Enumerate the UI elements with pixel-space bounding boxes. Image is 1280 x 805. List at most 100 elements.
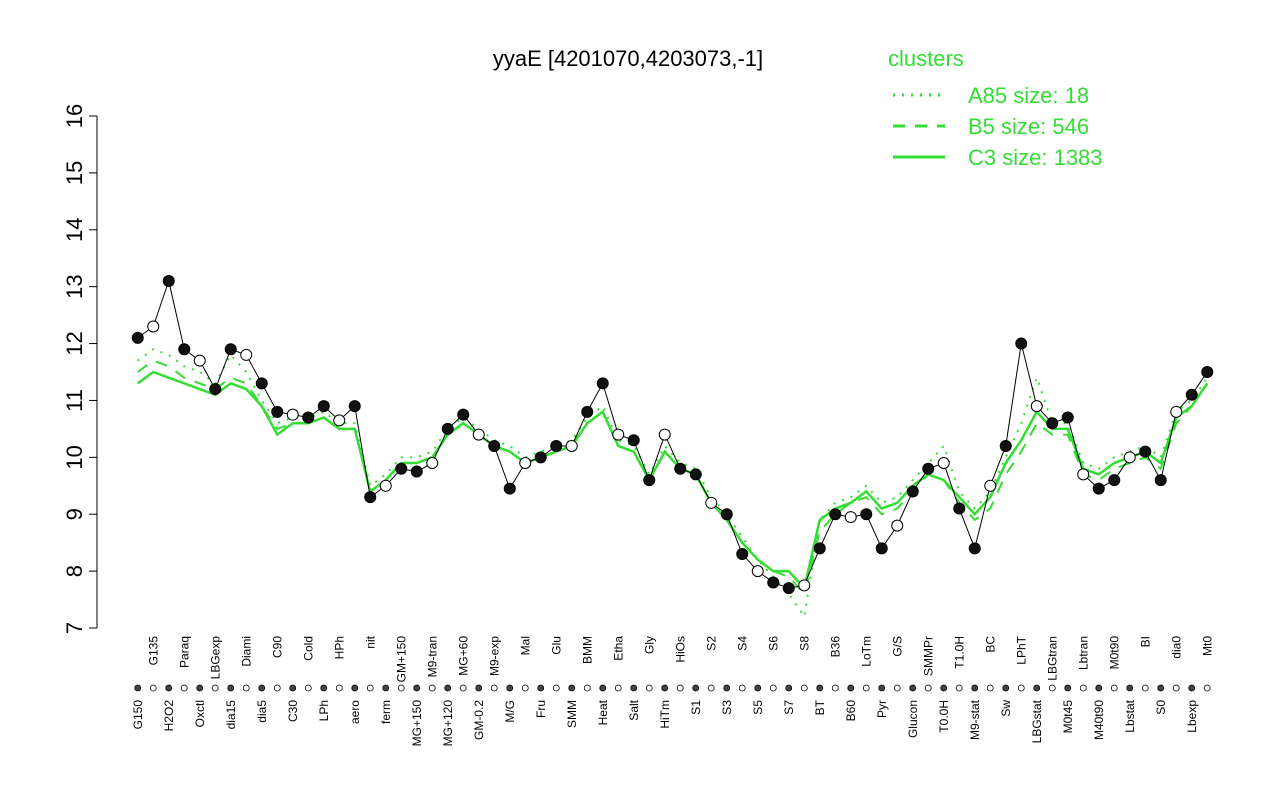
x-tick-label: BT: [813, 699, 827, 715]
category-marker: [645, 684, 653, 692]
category-marker: [552, 684, 560, 692]
x-tick-label: Fru: [534, 700, 548, 718]
category-marker: [831, 684, 839, 692]
category-marker: [1064, 684, 1072, 692]
x-tick-label: M0t45: [1061, 700, 1075, 734]
category-marker: [893, 684, 901, 692]
x-tick-label: Etha: [611, 636, 625, 661]
category-marker: [599, 684, 607, 692]
x-tick-label: Mt0: [1200, 636, 1214, 656]
category-marker: [227, 684, 235, 692]
y-tick-label: 13: [62, 274, 87, 298]
category-marker: [661, 684, 669, 692]
y-tick-label: 15: [62, 161, 87, 185]
category-marker: [769, 684, 777, 692]
y-tick-label: 8: [62, 565, 87, 577]
x-tick-label: G135: [146, 636, 160, 666]
x-tick-label: M/G: [503, 700, 517, 723]
legend-title: clusters: [888, 46, 964, 71]
x-tick-label: S8: [797, 636, 811, 651]
category-marker: [1079, 684, 1087, 692]
category-marker: [1141, 684, 1149, 692]
data-point: [922, 462, 935, 475]
data-point: [1201, 366, 1214, 378]
data-point: [302, 411, 315, 424]
x-tick-label: T1.0H: [952, 636, 966, 669]
category-marker: [800, 684, 808, 692]
data-point: [612, 428, 625, 441]
data-point: [1154, 474, 1167, 487]
x-tick-label: H2O2: [162, 700, 176, 732]
category-marker: [506, 684, 514, 692]
data-point: [131, 331, 144, 344]
category-marker: [1157, 684, 1165, 692]
x-tick-label: BC: [983, 636, 997, 653]
x-tick-label: S1: [689, 700, 703, 715]
category-marker: [351, 684, 359, 692]
category-marker: [971, 684, 979, 692]
x-tick-label: LoTm: [859, 636, 873, 667]
category-marker: [490, 684, 498, 692]
x-tick-label: M9-tran: [425, 636, 439, 677]
data-point: [1015, 337, 1028, 350]
cluster-line: [137, 348, 1209, 620]
data-point: [968, 542, 981, 555]
category-marker: [1033, 684, 1041, 692]
x-tick-label: HiTm: [658, 700, 672, 729]
category-marker: [583, 684, 591, 692]
legend-label: C3 size: 1383: [968, 145, 1103, 170]
data-point: [906, 485, 919, 498]
x-tick-label: Gly: [642, 636, 656, 654]
data-point: [736, 548, 749, 561]
y-tick-label: 16: [62, 104, 87, 128]
data-point: [271, 405, 284, 418]
category-marker: [180, 684, 188, 692]
x-tick-label: T0.0H: [937, 700, 951, 733]
y-tick-label: 11: [62, 389, 87, 412]
category-marker: [1126, 684, 1134, 692]
data-point: [953, 502, 966, 515]
x-tick-label: S5: [751, 700, 765, 715]
data-point: [627, 434, 640, 447]
data-point: [1077, 468, 1090, 481]
data-point: [1108, 474, 1121, 487]
category-marker: [862, 684, 870, 692]
data-point: [782, 582, 795, 595]
category-marker: [1188, 684, 1196, 692]
category-marker: [320, 684, 328, 692]
category-marker: [521, 684, 529, 692]
category-marker: [1203, 684, 1211, 692]
category-marker: [165, 684, 173, 692]
data-point: [984, 479, 997, 492]
x-tick-label: GM-0.2: [472, 700, 486, 740]
x-tick-label: Mal: [518, 636, 532, 655]
x-tick-label: nit: [363, 635, 377, 648]
category-marker: [196, 684, 204, 692]
data-point: [705, 496, 718, 509]
x-tick-label: C30: [286, 700, 300, 722]
data-point: [751, 565, 764, 578]
category-marker: [537, 684, 545, 692]
data-point: [224, 343, 237, 356]
x-tick-label: Heat: [596, 699, 610, 725]
category-marker: [692, 684, 700, 692]
data-point: [364, 491, 377, 504]
x-tick-label: BI: [1138, 636, 1152, 647]
category-marker: [273, 684, 281, 692]
data-point: [689, 468, 702, 481]
x-tick-label: LBGtran: [1045, 636, 1059, 681]
data-point: [255, 377, 268, 390]
x-tick-label: B60: [844, 700, 858, 722]
x-tick-label: G/S: [890, 636, 904, 657]
category-marker: [1095, 684, 1103, 692]
data-point: [720, 508, 733, 521]
legend-label: A85 size: 18: [968, 83, 1089, 108]
x-tick-label: dia5: [255, 700, 269, 723]
data-point: [875, 542, 888, 555]
data-point: [1092, 482, 1105, 495]
category-marker: [738, 684, 746, 692]
data-point: [860, 508, 873, 521]
x-tick-label: dia0: [1169, 636, 1183, 659]
x-tick-label: BMM: [580, 636, 594, 664]
